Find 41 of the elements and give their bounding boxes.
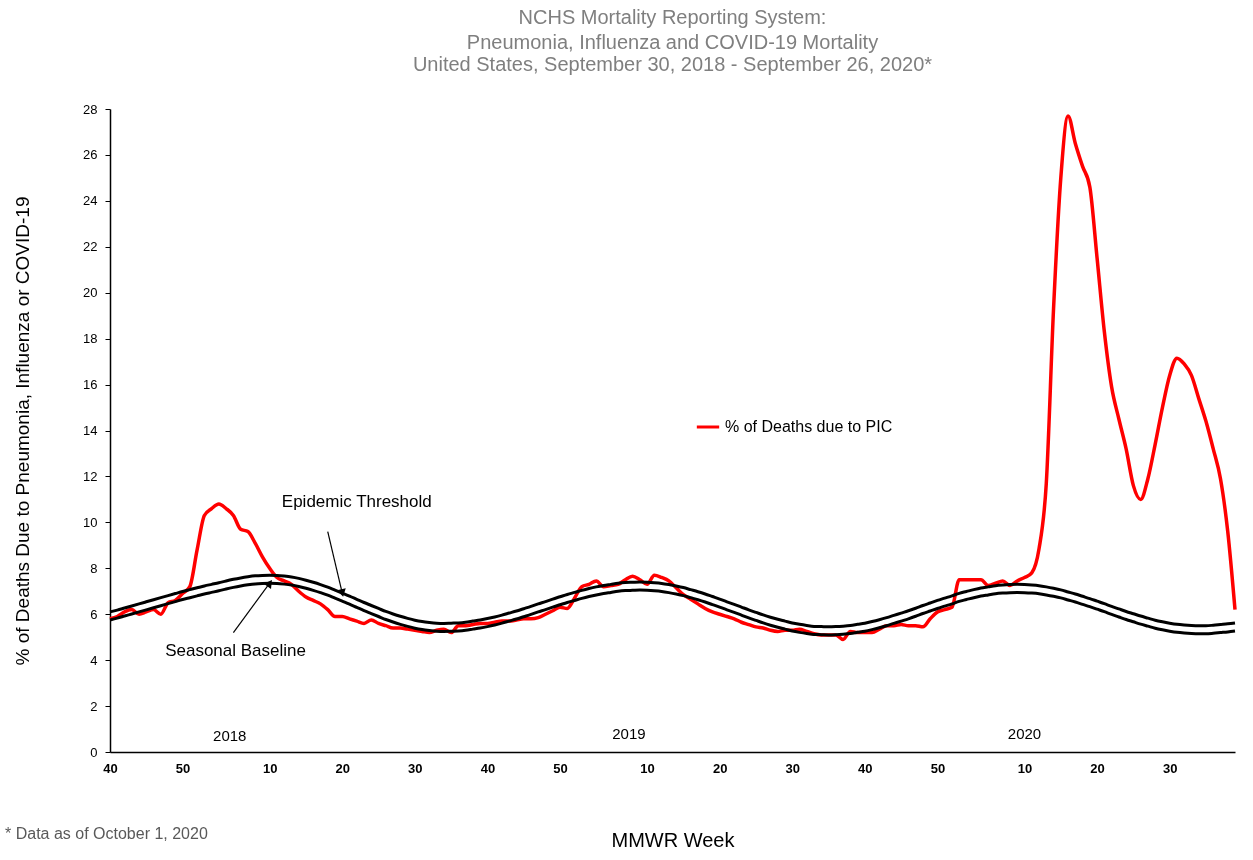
annotation: Epidemic Threshold	[281, 491, 432, 511]
x-tick-label: 40	[480, 760, 496, 776]
annotation: Seasonal Baseline	[165, 640, 306, 660]
legend-label: % of Deaths due to PIC	[725, 418, 893, 435]
y-tick-label: 12	[83, 468, 98, 484]
y-tick-label: 10	[83, 514, 98, 530]
annotation: 2020	[1007, 724, 1042, 742]
x-tick-label: 30	[1162, 760, 1178, 776]
x-tick-label: 20	[1090, 760, 1105, 776]
chart-title: NCHS Mortality Reporting System: Pneumonia, Influenza and COVID-19 Mortality	[466, 6, 879, 53]
x-tick-label: 10	[1017, 760, 1033, 776]
y-tick-label: 24	[83, 193, 98, 209]
x-tick-label: 30	[785, 760, 800, 776]
y-tick-label: 4	[90, 652, 98, 668]
annotation: 2018	[213, 726, 247, 744]
x-tick-label: 50	[553, 760, 568, 776]
y-tick-label: 20	[83, 285, 98, 301]
y-tick-label: 28	[83, 101, 98, 117]
y-tick-label: 14	[83, 423, 98, 438]
x-tick-label: 50	[175, 760, 191, 776]
y-tick-label: 18	[83, 331, 98, 347]
y-tick-label: 22	[83, 239, 98, 255]
text: * Data as of October 1, 2020	[5, 825, 208, 842]
y-axis-title: % of Deaths Due to Pneumonia, Influenza or COVID-19	[12, 196, 34, 666]
x-tick-label: 10	[262, 760, 278, 776]
x-tick-label: 20	[335, 760, 350, 776]
y-tick-label: 16	[83, 377, 98, 393]
y-tick-label: 8	[90, 560, 98, 576]
y-tick-label: 6	[90, 606, 98, 622]
x-tick-label: 40	[103, 760, 118, 776]
x-tick-label: 50	[930, 760, 946, 776]
y-tick-label: 26	[83, 147, 98, 163]
x-axis-title: MMWR Week	[611, 828, 736, 851]
y-tick-label: 2	[90, 698, 98, 714]
x-tick-label: 20	[712, 760, 728, 776]
annotation: 2019	[612, 724, 646, 742]
x-tick-label: 30	[408, 760, 423, 776]
y-tick-label: 0	[90, 744, 98, 760]
chart-subtitle: United States, September 30, 2018 - September 26, 2020*	[412, 53, 933, 75]
x-tick-label: 40	[858, 760, 873, 776]
x-tick-label: 10	[640, 760, 655, 776]
